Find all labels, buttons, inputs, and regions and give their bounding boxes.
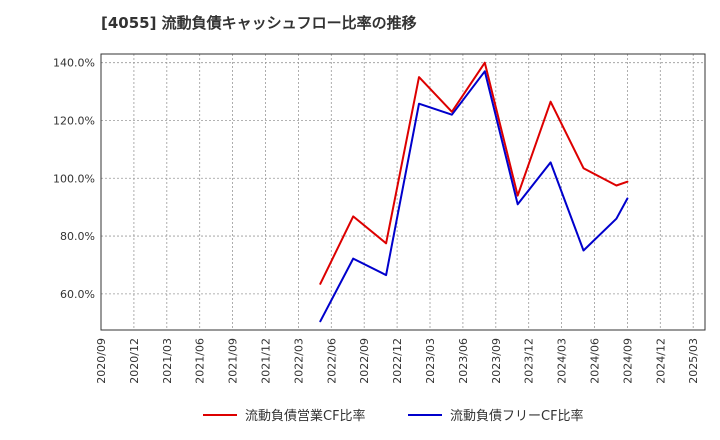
x-tick-label: 2022/12 bbox=[391, 338, 404, 384]
plot-area-border bbox=[100, 53, 706, 331]
x-tick-label: 2023/12 bbox=[523, 338, 536, 384]
series-layer bbox=[319, 61, 629, 323]
y-axis: 60.0% 80.0% 100.0% 120.0% 140.0% bbox=[53, 57, 95, 301]
legend-label-1: 流動負債営業CF比率 bbox=[245, 408, 366, 424]
x-tick-label: 2025/03 bbox=[687, 338, 700, 384]
y-tick-label: 60.0% bbox=[60, 288, 95, 301]
x-tick-label: 2021/03 bbox=[161, 338, 174, 384]
grid-layer bbox=[101, 54, 705, 330]
x-tick-label: 2024/09 bbox=[621, 338, 634, 384]
x-tick-label: 2021/12 bbox=[260, 338, 273, 384]
x-tick-label: 2023/06 bbox=[457, 338, 470, 384]
x-tick-label: 2022/06 bbox=[325, 338, 338, 384]
x-tick-label: 2022/03 bbox=[292, 338, 305, 384]
legend: 流動負債営業CF比率 流動負債フリーCF比率 bbox=[203, 408, 584, 424]
y-tick-label: 80.0% bbox=[60, 230, 95, 243]
x-tick-label: 2023/03 bbox=[424, 338, 437, 384]
x-tick-label: 2020/09 bbox=[95, 338, 108, 384]
y-tick-label: 140.0% bbox=[53, 57, 95, 70]
x-tick-label: 2024/12 bbox=[654, 338, 667, 384]
x-tick-label: 2021/06 bbox=[194, 338, 207, 384]
x-tick-label: 2024/03 bbox=[556, 338, 569, 384]
x-tick-label: 2024/06 bbox=[589, 338, 602, 384]
chart-title: [4055] 流動負債キャッシュフロー比率の推移 bbox=[101, 14, 417, 32]
legend-label-2: 流動負債フリーCF比率 bbox=[450, 408, 584, 424]
x-tick-label: 2020/12 bbox=[128, 338, 141, 384]
x-tick-label: 2023/09 bbox=[490, 338, 503, 384]
series-line-1 bbox=[319, 61, 629, 285]
series-line-2 bbox=[319, 70, 629, 323]
y-tick-label: 120.0% bbox=[53, 114, 95, 127]
y-tick-label: 100.0% bbox=[53, 172, 95, 185]
x-tick-label: 2021/09 bbox=[227, 338, 240, 384]
x-tick-label: 2022/09 bbox=[358, 338, 371, 384]
x-axis: 2020/09 2020/12 2021/03 2021/06 2021/09 2021/… bbox=[95, 338, 700, 384]
